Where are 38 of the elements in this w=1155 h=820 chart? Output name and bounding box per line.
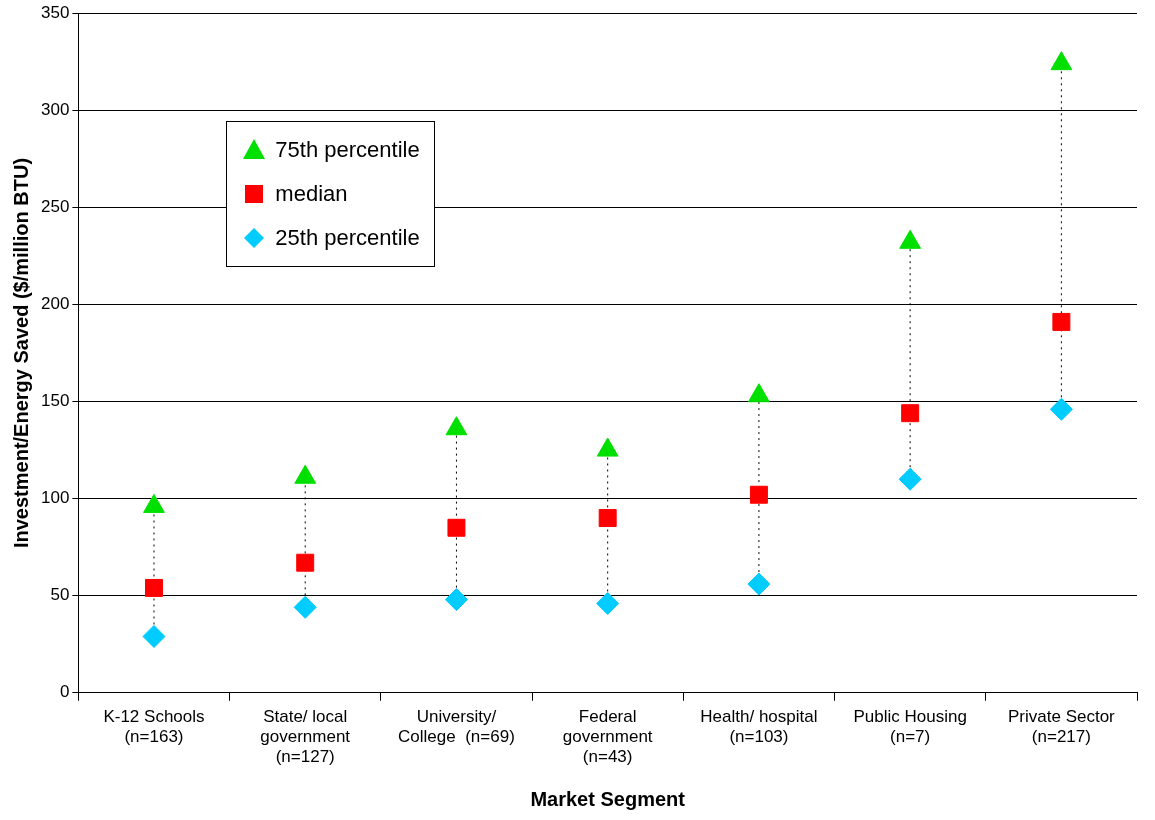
point (142, 624, 166, 648)
y-tick-label: 350 (40, 2, 70, 22)
x-tick-label: State/ local government (n=127) (260, 706, 351, 767)
point (598, 509, 617, 528)
point (296, 553, 315, 572)
legend-label: median (275, 181, 348, 208)
point (145, 578, 163, 597)
x-tick-label: K-12 Schools (n=163) (103, 706, 205, 747)
point (1052, 312, 1071, 331)
point (293, 595, 317, 619)
x-tick-label: University/ College (n=69) (398, 706, 515, 747)
point (748, 383, 770, 403)
point (1050, 51, 1073, 71)
point (749, 485, 768, 504)
point (447, 518, 466, 537)
y-tick-label: 200 (40, 294, 70, 314)
point (899, 229, 922, 249)
point (445, 416, 468, 436)
legend-label: 75th percentile (275, 137, 420, 164)
x-tick-label: Public Housing (n=7) (853, 706, 967, 747)
point (747, 572, 771, 596)
point (1049, 397, 1073, 421)
x-tick-label: Health/ hospital (n=103) (700, 706, 818, 747)
x-tick-label: Federal government (n=43) (562, 706, 653, 767)
point (898, 467, 922, 491)
legend-label: 25th percentile (275, 225, 420, 252)
point (596, 591, 620, 615)
x-axis-title: Market Segment (530, 787, 686, 810)
y-tick-label: 50 (50, 585, 70, 605)
point (901, 404, 920, 423)
x-tick-label: Private Sector (n=217) (1008, 706, 1116, 747)
y-tick-label: 100 (40, 488, 70, 508)
point (444, 588, 468, 612)
y-tick-label: 250 (40, 197, 70, 217)
y-tick-label: 150 (40, 391, 70, 411)
y-tick-label: 0 (59, 682, 70, 702)
y-tick-label: 300 (40, 99, 70, 119)
y-axis-title: Investment/Energy Saved ($/million BTU) (9, 157, 32, 549)
